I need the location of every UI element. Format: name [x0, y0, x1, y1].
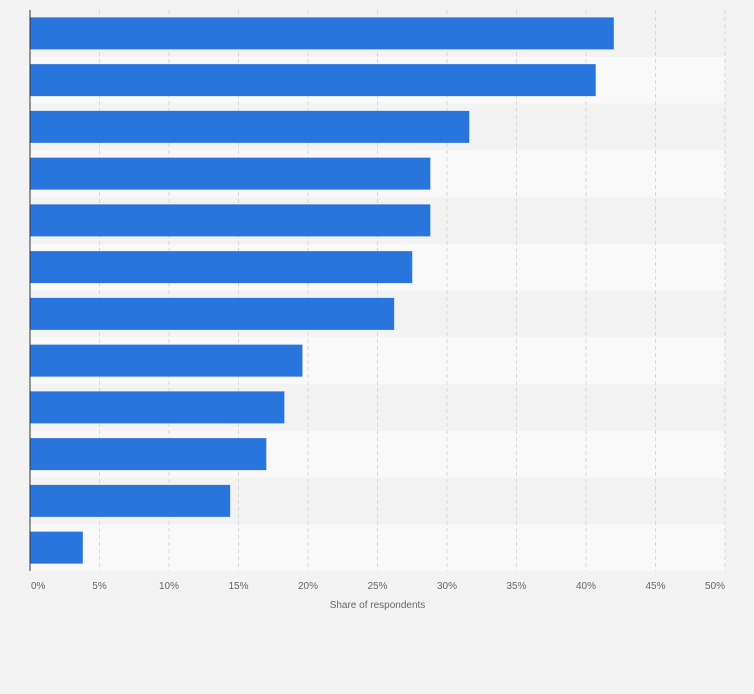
gridlines: [99, 10, 726, 571]
bar[interactable]: [30, 531, 83, 564]
x-tick-label: 25%: [367, 581, 387, 592]
x-tick-label: 40%: [576, 581, 596, 592]
bar[interactable]: [30, 64, 596, 97]
bar[interactable]: [30, 438, 267, 471]
bar[interactable]: [30, 17, 614, 50]
bar[interactable]: [30, 344, 303, 377]
x-tick-label: 15%: [228, 581, 248, 592]
x-tick-label: 10%: [159, 581, 179, 592]
bar[interactable]: [30, 297, 395, 330]
x-tick-label: 0%: [31, 581, 46, 592]
x-tick-label: 45%: [645, 581, 665, 592]
x-tick-label: 5%: [92, 581, 107, 592]
x-tick-labels: 0% 5% 10% 15% 20% 25% 30% 35% 40% 45% 50%: [31, 581, 725, 592]
bars: [30, 17, 614, 564]
x-tick-label: 30%: [437, 581, 457, 592]
x-axis-label: Share of respondents: [330, 600, 426, 611]
bar[interactable]: [30, 391, 285, 424]
bar[interactable]: [30, 251, 413, 284]
x-tick-label: 50%: [705, 581, 725, 592]
x-tick-label: 35%: [506, 581, 526, 592]
x-tick-label: 20%: [298, 581, 318, 592]
bar[interactable]: [30, 157, 431, 190]
bar[interactable]: [30, 484, 231, 517]
bar[interactable]: [30, 110, 470, 143]
bar[interactable]: [30, 204, 431, 237]
